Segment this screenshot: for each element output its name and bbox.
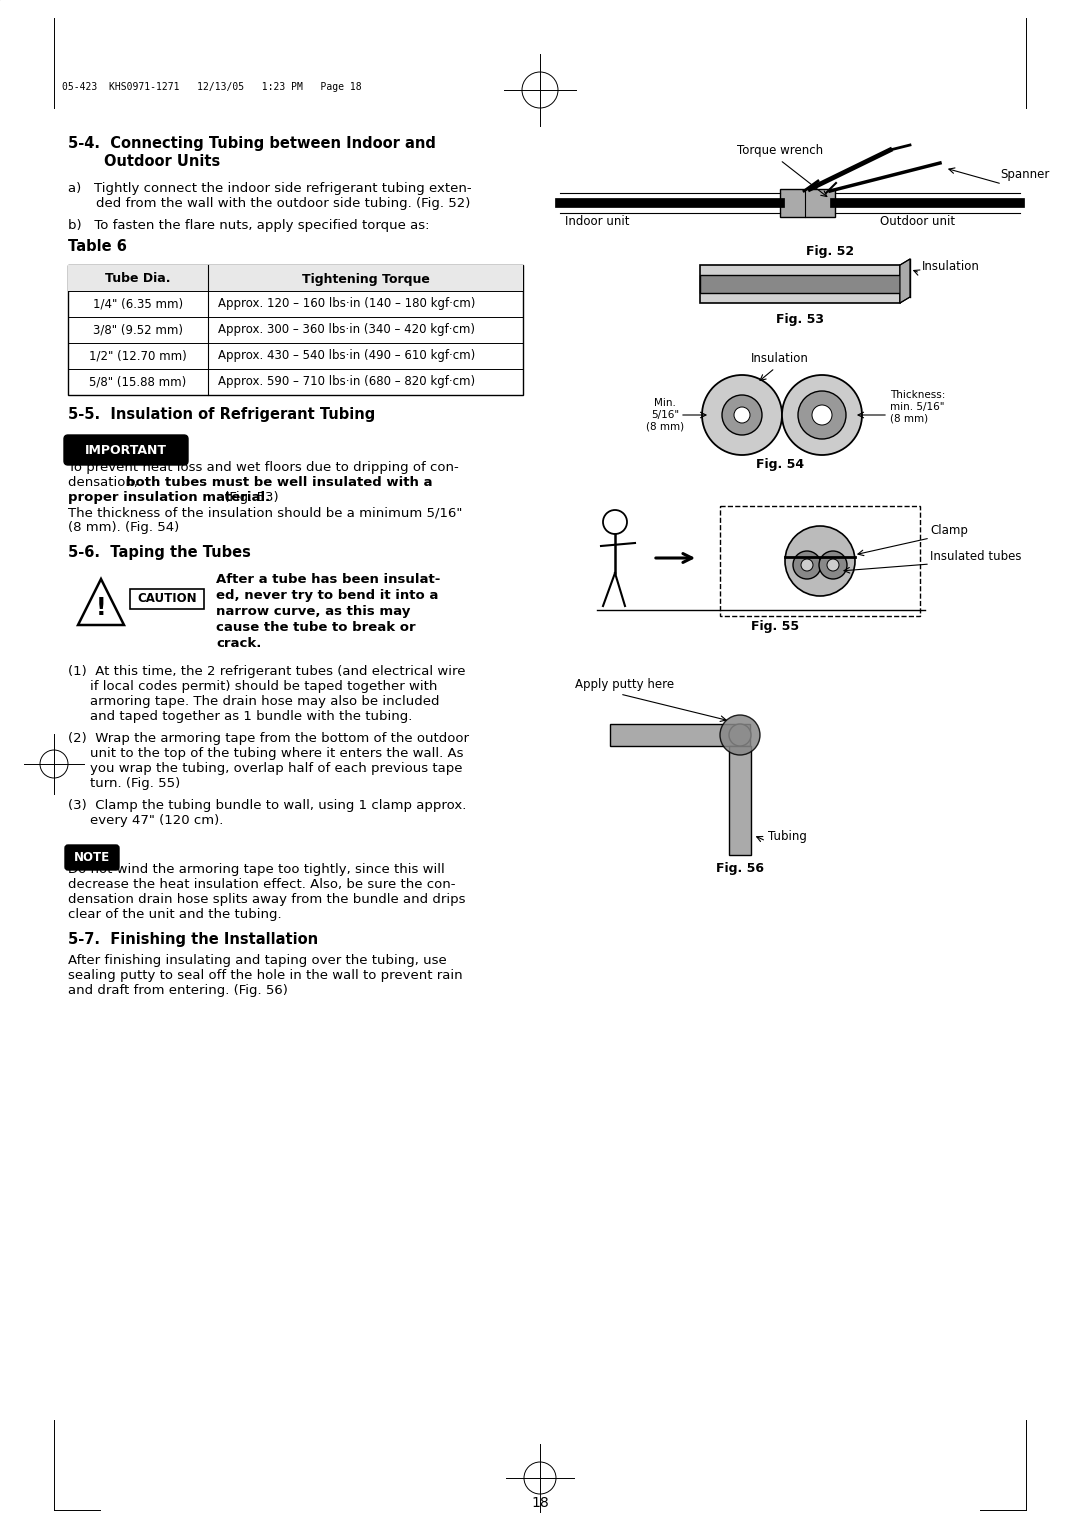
- Text: both tubes must be well insulated with a: both tubes must be well insulated with a: [126, 477, 432, 489]
- Text: !: !: [96, 596, 106, 619]
- Text: Thickness:
min. 5/16"
(8 mm): Thickness: min. 5/16" (8 mm): [890, 390, 945, 423]
- Text: densation drain hose splits away from the bundle and drips: densation drain hose splits away from th…: [68, 892, 465, 906]
- Text: Fig. 52: Fig. 52: [806, 244, 854, 258]
- Text: To prevent heat loss and wet floors due to dripping of con-: To prevent heat loss and wet floors due …: [68, 461, 459, 474]
- Bar: [700, 264, 900, 303]
- Text: Spanner: Spanner: [1000, 168, 1050, 180]
- Circle shape: [812, 405, 832, 425]
- Text: armoring tape. The drain hose may also be included: armoring tape. The drain hose may also b…: [90, 695, 440, 707]
- Text: (2)  Wrap the armoring tape from the bottom of the outdoor: (2) Wrap the armoring tape from the bott…: [68, 732, 469, 746]
- Bar: [610, 724, 750, 746]
- FancyBboxPatch shape: [64, 435, 188, 465]
- Circle shape: [702, 374, 782, 455]
- Text: 5-4.  Connecting Tubing between Indoor and: 5-4. Connecting Tubing between Indoor an…: [68, 136, 436, 151]
- Polygon shape: [780, 189, 835, 217]
- Circle shape: [734, 406, 750, 423]
- Circle shape: [793, 552, 821, 579]
- Text: 5-7.  Finishing the Installation: 5-7. Finishing the Installation: [68, 932, 319, 947]
- Text: Fig. 54: Fig. 54: [756, 458, 805, 471]
- Text: crack.: crack.: [216, 637, 261, 649]
- Bar: [700, 275, 900, 293]
- Text: NOTE: NOTE: [73, 851, 110, 863]
- Circle shape: [720, 715, 760, 755]
- Text: ed, never try to bend it into a: ed, never try to bend it into a: [216, 588, 438, 602]
- Text: Torque wrench: Torque wrench: [737, 144, 823, 157]
- Text: 5-5.  Insulation of Refrigerant Tubing: 5-5. Insulation of Refrigerant Tubing: [68, 406, 375, 422]
- Text: cause the tube to break or: cause the tube to break or: [216, 620, 416, 634]
- Circle shape: [801, 559, 813, 571]
- Bar: [130, 588, 204, 610]
- Text: 3/8" (9.52 mm): 3/8" (9.52 mm): [93, 324, 183, 336]
- Text: Approx. 590 – 710 lbs·in (680 – 820 kgf·cm): Approx. 590 – 710 lbs·in (680 – 820 kgf·…: [218, 376, 475, 388]
- Text: proper insulation material.: proper insulation material.: [68, 490, 270, 504]
- Text: Insulated tubes: Insulated tubes: [930, 550, 1022, 562]
- Text: (Fig. 53): (Fig. 53): [220, 490, 279, 504]
- Polygon shape: [900, 260, 910, 303]
- Text: IMPORTANT: IMPORTANT: [85, 443, 167, 457]
- Text: turn. (Fig. 55): turn. (Fig. 55): [90, 778, 180, 790]
- Text: Apply putty here: Apply putty here: [575, 678, 674, 691]
- Text: Table 6: Table 6: [68, 238, 126, 254]
- Text: Insulation: Insulation: [922, 260, 980, 274]
- Text: Approx. 430 – 540 lbs·in (490 – 610 kgf·cm): Approx. 430 – 540 lbs·in (490 – 610 kgf·…: [218, 350, 475, 362]
- Text: 05-423  KHS0971-1271   12/13/05   1:23 PM   Page 18: 05-423 KHS0971-1271 12/13/05 1:23 PM Pag…: [62, 83, 362, 92]
- Circle shape: [729, 724, 751, 746]
- Text: densation,: densation,: [68, 477, 143, 489]
- Bar: [68, 264, 523, 396]
- Text: 1/4" (6.35 mm): 1/4" (6.35 mm): [93, 298, 184, 310]
- Circle shape: [782, 374, 862, 455]
- Text: Fig. 56: Fig. 56: [716, 862, 764, 876]
- Text: clear of the unit and the tubing.: clear of the unit and the tubing.: [68, 908, 282, 921]
- Text: if local codes permit) should be taped together with: if local codes permit) should be taped t…: [90, 680, 437, 694]
- Text: Fig. 53: Fig. 53: [777, 313, 824, 325]
- Text: Outdoor unit: Outdoor unit: [880, 215, 955, 228]
- Text: narrow curve, as this may: narrow curve, as this may: [216, 605, 410, 617]
- Text: Fig. 55: Fig. 55: [751, 620, 799, 633]
- FancyBboxPatch shape: [65, 845, 119, 869]
- Bar: [729, 746, 751, 856]
- Text: a)   Tightly connect the indoor side refrigerant tubing exten-: a) Tightly connect the indoor side refri…: [68, 182, 472, 196]
- Text: CAUTION: CAUTION: [137, 593, 197, 605]
- Circle shape: [819, 552, 847, 579]
- Text: b)   To fasten the flare nuts, apply specified torque as:: b) To fasten the flare nuts, apply speci…: [68, 219, 430, 232]
- Text: Approx. 300 – 360 lbs·in (340 – 420 kgf·cm): Approx. 300 – 360 lbs·in (340 – 420 kgf·…: [218, 324, 475, 336]
- Text: 1/2" (12.70 mm): 1/2" (12.70 mm): [90, 350, 187, 362]
- Text: (8 mm). (Fig. 54): (8 mm). (Fig. 54): [68, 521, 179, 533]
- Text: Do not wind the armoring tape too tightly, since this will: Do not wind the armoring tape too tightl…: [68, 863, 445, 876]
- Text: sealing putty to seal off the hole in the wall to prevent rain: sealing putty to seal off the hole in th…: [68, 969, 462, 983]
- Text: Tube Dia.: Tube Dia.: [105, 272, 171, 286]
- Text: Approx. 120 – 160 lbs·in (140 – 180 kgf·cm): Approx. 120 – 160 lbs·in (140 – 180 kgf·…: [218, 298, 475, 310]
- Text: Tightening Torque: Tightening Torque: [301, 272, 430, 286]
- Text: and draft from entering. (Fig. 56): and draft from entering. (Fig. 56): [68, 984, 288, 996]
- Text: unit to the top of the tubing where it enters the wall. As: unit to the top of the tubing where it e…: [90, 747, 463, 759]
- Text: decrease the heat insulation effect. Also, be sure the con-: decrease the heat insulation effect. Als…: [68, 879, 456, 891]
- Text: Min.
5/16"
(8 mm): Min. 5/16" (8 mm): [646, 399, 684, 431]
- Circle shape: [785, 526, 855, 596]
- Text: every 47" (120 cm).: every 47" (120 cm).: [90, 814, 224, 827]
- Text: and taped together as 1 bundle with the tubing.: and taped together as 1 bundle with the …: [90, 711, 413, 723]
- Text: 5/8" (15.88 mm): 5/8" (15.88 mm): [90, 376, 187, 388]
- Text: ded from the wall with the outdoor side tubing. (Fig. 52): ded from the wall with the outdoor side …: [96, 197, 471, 209]
- Text: Outdoor Units: Outdoor Units: [104, 154, 220, 170]
- Text: After a tube has been insulat-: After a tube has been insulat-: [216, 573, 441, 587]
- Text: (3)  Clamp the tubing bundle to wall, using 1 clamp approx.: (3) Clamp the tubing bundle to wall, usi…: [68, 799, 467, 811]
- Text: (1)  At this time, the 2 refrigerant tubes (and electrical wire: (1) At this time, the 2 refrigerant tube…: [68, 665, 465, 678]
- Text: Clamp: Clamp: [930, 524, 968, 536]
- Text: 18: 18: [531, 1496, 549, 1510]
- Circle shape: [798, 391, 846, 439]
- Text: you wrap the tubing, overlap half of each previous tape: you wrap the tubing, overlap half of eac…: [90, 762, 462, 775]
- Bar: [68, 264, 523, 290]
- Text: Indoor unit: Indoor unit: [565, 215, 630, 228]
- Text: After finishing insulating and taping over the tubing, use: After finishing insulating and taping ov…: [68, 953, 447, 967]
- Circle shape: [723, 396, 762, 435]
- Text: The thickness of the insulation should be a minimum 5/16": The thickness of the insulation should b…: [68, 506, 462, 520]
- Text: Insulation: Insulation: [751, 351, 809, 365]
- Text: Tubing: Tubing: [768, 830, 807, 843]
- Text: 5-6.  Taping the Tubes: 5-6. Taping the Tubes: [68, 545, 251, 559]
- Circle shape: [827, 559, 839, 571]
- Bar: [720, 506, 920, 616]
